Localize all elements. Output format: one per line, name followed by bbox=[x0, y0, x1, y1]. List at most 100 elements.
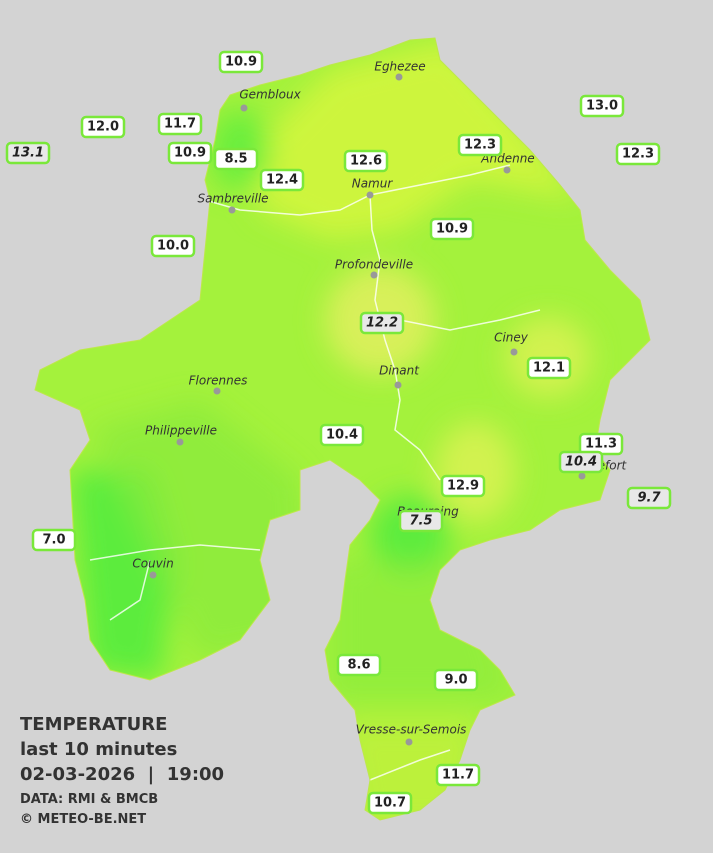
reading-value: 9.7 bbox=[637, 491, 661, 506]
reading-box bbox=[615, 142, 661, 166]
reading: 11.7 bbox=[435, 763, 481, 787]
reading-value: 11.7 bbox=[442, 768, 474, 783]
reading-value: 11.3 bbox=[585, 437, 617, 452]
reading-value: 12.1 bbox=[533, 361, 565, 376]
city-label: Couvin bbox=[132, 557, 173, 571]
city-dot bbox=[366, 191, 374, 199]
reading: 9.7 bbox=[626, 486, 672, 510]
reading-value: 7.0 bbox=[42, 533, 65, 548]
reading-value: 8.5 bbox=[224, 152, 247, 167]
legend-source: DATA: RMI & BMCB bbox=[20, 792, 158, 807]
reading-box bbox=[457, 133, 503, 157]
reading: 13.0 bbox=[579, 94, 625, 118]
reading-box bbox=[157, 112, 203, 136]
city-label: Philippeville bbox=[145, 424, 217, 438]
reading: 10.4 bbox=[319, 423, 365, 447]
reading: 12.1 bbox=[526, 356, 572, 380]
reading: 10.0 bbox=[150, 234, 196, 258]
reading-box bbox=[150, 234, 196, 258]
reading-value: 12.3 bbox=[464, 138, 496, 153]
reading-value: 12.6 bbox=[350, 154, 382, 169]
reading-value: 10.4 bbox=[326, 428, 358, 443]
reading: 7.0 bbox=[31, 528, 77, 552]
reading-value: 10.7 bbox=[374, 796, 406, 811]
city-dot bbox=[176, 438, 184, 446]
reading: 12.6 bbox=[343, 149, 389, 173]
city-dot bbox=[578, 472, 586, 480]
reading-box bbox=[5, 141, 51, 165]
reading: 13.1 bbox=[5, 141, 51, 165]
city-label: Namur bbox=[352, 177, 394, 191]
reading: 10.4 bbox=[558, 450, 604, 474]
reading: 8.5 bbox=[213, 147, 259, 171]
reading: 12.3 bbox=[615, 142, 661, 166]
reading-box bbox=[343, 149, 389, 173]
legend-credit: © METEO-BE.NET bbox=[20, 812, 146, 827]
reading-box bbox=[579, 94, 625, 118]
city-label: Ciney bbox=[494, 331, 529, 345]
reading: 10.7 bbox=[367, 791, 413, 815]
reading-box bbox=[626, 486, 672, 510]
city-label: Vresse-sur-Semois bbox=[356, 723, 467, 737]
reading-box bbox=[440, 474, 486, 498]
reading-box bbox=[435, 763, 481, 787]
reading-value: 12.2 bbox=[366, 316, 398, 331]
reading-box bbox=[167, 141, 213, 165]
city-dot bbox=[228, 206, 236, 214]
reading-box bbox=[213, 147, 259, 171]
reading-value: 10.9 bbox=[436, 222, 468, 237]
reading: 9.0 bbox=[433, 668, 479, 692]
reading-box bbox=[319, 423, 365, 447]
reading-value: 12.3 bbox=[622, 147, 654, 162]
city-label: Profondeville bbox=[335, 258, 413, 272]
legend: TEMPERATURE last 10 minutes 02-03-2026 |… bbox=[20, 714, 224, 827]
reading-box bbox=[80, 115, 126, 139]
city-label: Eghezee bbox=[374, 60, 425, 74]
reading-value: 10.4 bbox=[565, 455, 597, 470]
reading-value: 10.0 bbox=[157, 239, 189, 254]
reading: 12.2 bbox=[359, 311, 405, 335]
reading-box bbox=[31, 528, 77, 552]
reading-value: 13.0 bbox=[586, 99, 618, 114]
reading-value: 13.1 bbox=[12, 146, 44, 161]
reading-value: 10.9 bbox=[174, 146, 206, 161]
legend-datetime: 02-03-2026 | 19:00 bbox=[20, 764, 224, 785]
readings: 10.9 12.0 11.7 13.1 10.9 8.5 12.4 12.6 12.3 13.0 1… bbox=[5, 50, 672, 815]
reading: 10.9 bbox=[429, 217, 475, 241]
city-dot bbox=[395, 73, 403, 81]
reading: 10.9 bbox=[167, 141, 213, 165]
city-label: Gembloux bbox=[239, 88, 301, 102]
reading-box bbox=[558, 450, 604, 474]
city-dot bbox=[149, 571, 157, 579]
city-dot bbox=[240, 104, 248, 112]
reading: 12.4 bbox=[259, 168, 305, 192]
reading-box bbox=[526, 356, 572, 380]
reading-box bbox=[398, 509, 444, 533]
city-dot bbox=[503, 166, 511, 174]
reading-value: 8.6 bbox=[347, 658, 370, 673]
reading: 12.3 bbox=[457, 133, 503, 157]
reading-value: 12.4 bbox=[266, 173, 298, 188]
reading: 12.0 bbox=[80, 115, 126, 139]
reading-box bbox=[367, 791, 413, 815]
reading: 11.7 bbox=[157, 112, 203, 136]
city-dot bbox=[370, 271, 378, 279]
reading-box bbox=[429, 217, 475, 241]
city-dot bbox=[213, 387, 221, 395]
reading-value: 10.9 bbox=[225, 55, 257, 70]
reading-box bbox=[259, 168, 305, 192]
reading-box bbox=[359, 311, 405, 335]
reading-value: 12.9 bbox=[447, 479, 479, 494]
city-dot bbox=[394, 381, 402, 389]
reading: 10.9 bbox=[218, 50, 264, 74]
city-dot bbox=[510, 348, 518, 356]
reading-value: 9.0 bbox=[444, 673, 467, 688]
reading-value: 12.0 bbox=[87, 120, 119, 135]
city-label: Florennes bbox=[189, 374, 248, 388]
reading-box bbox=[433, 668, 479, 692]
reading-value: 11.7 bbox=[164, 117, 196, 132]
reading-box bbox=[336, 653, 382, 677]
legend-title: TEMPERATURE bbox=[20, 714, 167, 735]
reading: 8.6 bbox=[336, 653, 382, 677]
